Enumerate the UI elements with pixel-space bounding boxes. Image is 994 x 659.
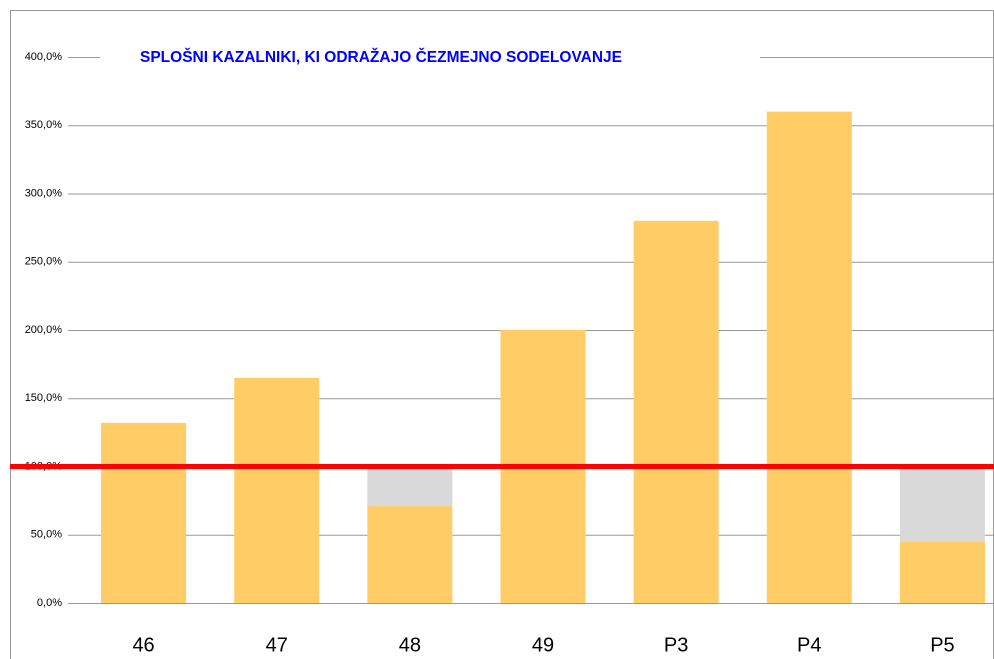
y-tick-label: 150,0% [25, 392, 63, 404]
x-tick-label: P3 [664, 634, 688, 656]
bar [899, 466, 985, 542]
bar [899, 541, 985, 603]
x-tick-label: 49 [532, 634, 554, 656]
bar [766, 111, 852, 603]
y-tick-label: 350,0% [25, 119, 63, 131]
bar [234, 377, 320, 603]
chart-title: SPLOŠNI KAZALNIKI, KI ODRAŽAJO ČEZMEJNO … [140, 48, 622, 66]
y-tick-label: 200,0% [25, 324, 63, 336]
title-background [100, 44, 760, 72]
y-tick-label: 50,0% [31, 529, 62, 541]
bar [367, 506, 453, 603]
y-tick-label: 300,0% [25, 187, 63, 199]
bar [633, 220, 719, 604]
x-tick-label: P5 [930, 634, 954, 656]
y-tick-label: 0,0% [37, 597, 62, 609]
x-tick-label: 46 [132, 634, 154, 656]
x-tick-label: 48 [399, 634, 421, 656]
bar [367, 466, 453, 507]
x-tick-label: P4 [797, 634, 821, 656]
y-tick-label: 250,0% [25, 256, 63, 268]
y-tick-label: 400,0% [25, 51, 63, 63]
bar [101, 422, 187, 603]
x-tick-label: 47 [266, 634, 288, 656]
